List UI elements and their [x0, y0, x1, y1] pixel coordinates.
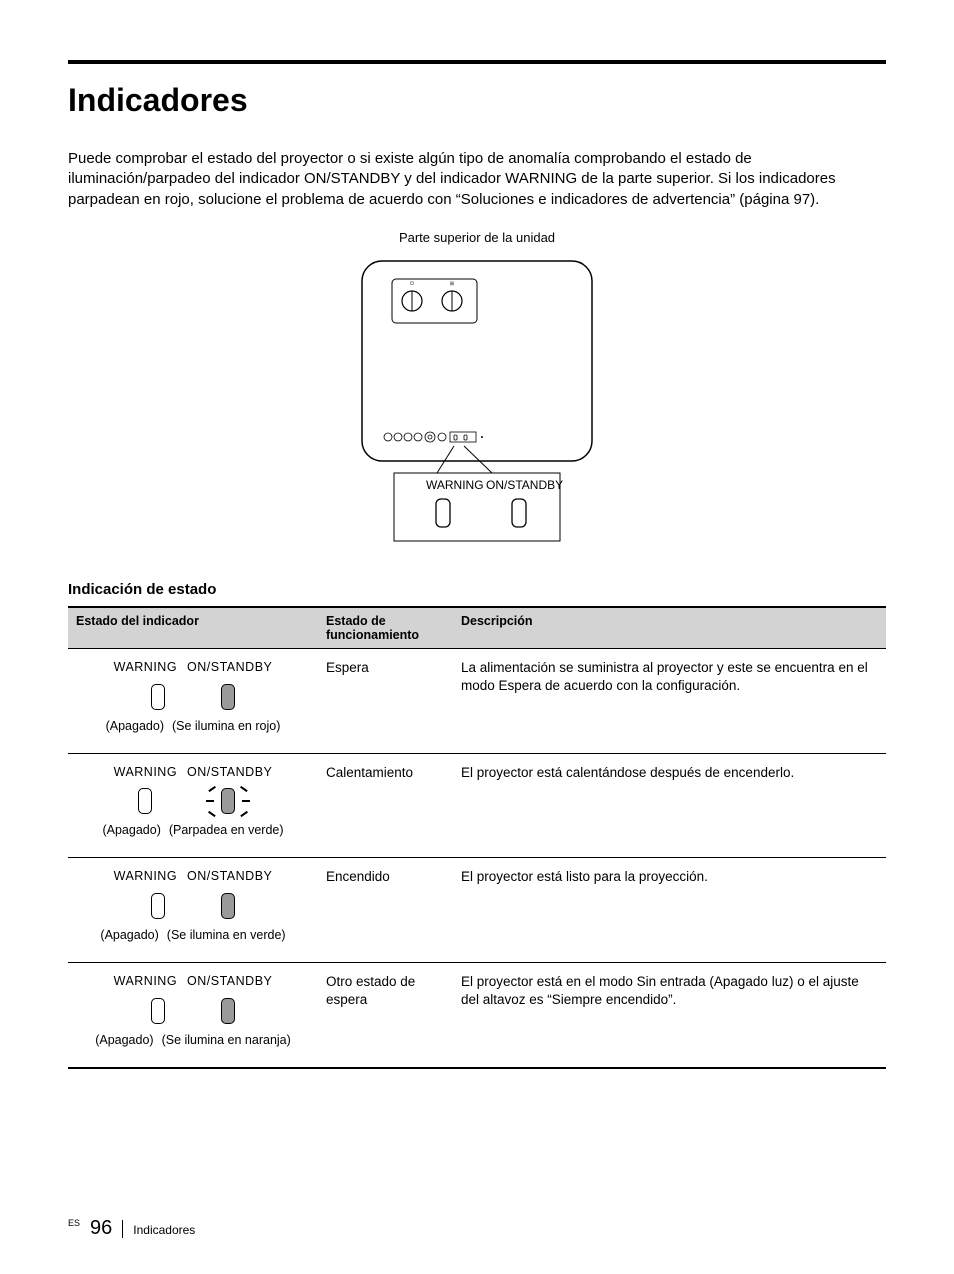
description-text: La alimentación se suministra al proyect… — [453, 648, 886, 753]
footer-lang-prefix: ES — [68, 1218, 80, 1228]
th-indicator: Estado del indicador — [68, 607, 318, 649]
indicator-note: (Apagado)(Parpadea en verde) — [76, 822, 310, 839]
footer-section-name: Indicadores — [133, 1223, 195, 1237]
description-text: El proyector está en el modo Sin entrada… — [453, 963, 886, 1068]
svg-text:⊞: ⊞ — [450, 281, 454, 287]
operating-state: Espera — [318, 648, 453, 753]
led-off-icon — [138, 788, 152, 814]
led-off-icon — [151, 998, 165, 1024]
operating-state: Encendido — [318, 858, 453, 963]
indicator-note: (Apagado)(Se ilumina en verde) — [76, 927, 310, 944]
table-row: WARNING ON/STANDBY (Apagado)(Parpadea en … — [68, 753, 886, 858]
section-rule — [68, 60, 886, 64]
diagram-label-warning: WARNING — [426, 478, 484, 492]
description-text: El proyector está listo para la proyecci… — [453, 858, 886, 963]
table-row: WARNING ON/STANDBY (Apagado)(Se ilumina e… — [68, 963, 886, 1068]
led-on-icon — [221, 893, 235, 919]
page-title: Indicadores — [68, 82, 886, 119]
led-blink-icon — [208, 786, 248, 816]
description-text: El proyector está calentándose después d… — [453, 753, 886, 858]
operating-state: Otro estado de espera — [318, 963, 453, 1068]
page-footer: ES 96 Indicadores — [68, 1217, 195, 1240]
indicator-labels: WARNING ON/STANDBY — [76, 764, 310, 781]
svg-text:⏻: ⏻ — [410, 281, 414, 287]
indicator-note: (Apagado)(Se ilumina en rojo) — [76, 718, 310, 735]
diagram-label-onstandby: ON/STANDBY — [486, 478, 563, 492]
section-heading: Indicación de estado — [68, 581, 886, 598]
intro-paragraph: Puede comprobar el estado del proyector … — [68, 149, 886, 210]
th-description: Descripción — [453, 607, 886, 649]
unit-top-diagram: ⏻ ⊞ WARNING ON/STANDBY — [352, 251, 602, 551]
operating-state: Calentamiento — [318, 753, 453, 858]
led-on-icon — [221, 684, 235, 710]
footer-page-number: 96 — [90, 1217, 112, 1240]
led-off-icon — [151, 893, 165, 919]
indicator-labels: WARNING ON/STANDBY — [76, 973, 310, 990]
led-on-icon — [221, 998, 235, 1024]
led-off-icon — [151, 684, 165, 710]
footer-divider — [122, 1220, 123, 1238]
status-table: Estado del indicador Estado de funcionam… — [68, 606, 886, 1069]
diagram-caption: Parte superior de la unidad — [68, 230, 886, 245]
indicator-labels: WARNING ON/STANDBY — [76, 868, 310, 885]
table-row: WARNING ON/STANDBY (Apagado)(Se ilumina e… — [68, 858, 886, 963]
indicator-labels: WARNING ON/STANDBY — [76, 659, 310, 676]
th-operating: Estado de funcionamiento — [318, 607, 453, 649]
indicator-note: (Apagado)(Se ilumina en naranja) — [76, 1032, 310, 1049]
table-row: WARNING ON/STANDBY (Apagado)(Se ilumina e… — [68, 648, 886, 753]
